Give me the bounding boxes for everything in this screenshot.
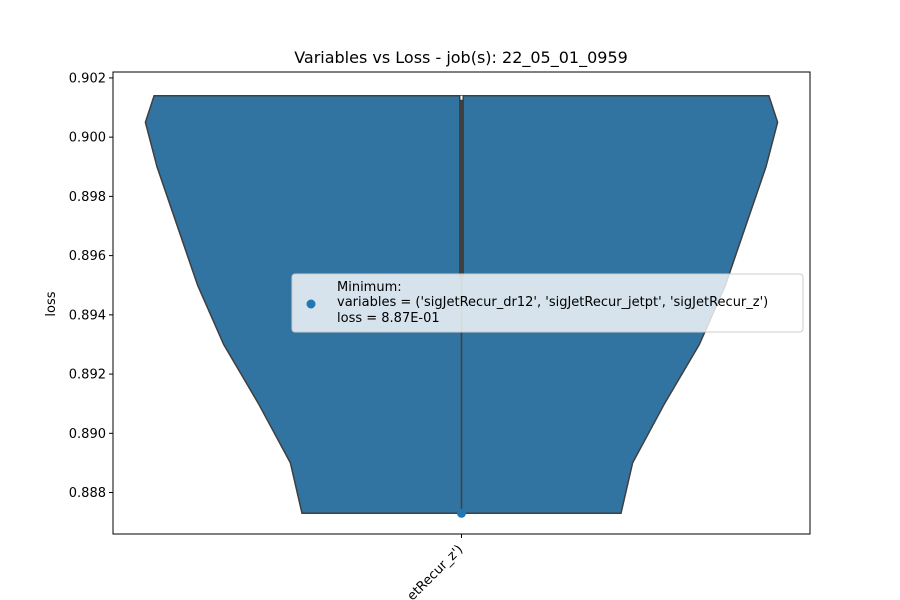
y-axis-label: loss xyxy=(44,291,59,316)
legend-marker xyxy=(306,299,316,309)
y-tick-label: 0.892 xyxy=(69,368,106,383)
box-iqr xyxy=(459,95,464,277)
legend-line-loss: loss = 8.87E-01 xyxy=(337,311,440,326)
y-tick-label: 0.890 xyxy=(69,427,106,442)
y-tick-label: 0.898 xyxy=(69,190,106,205)
legend-line-variables: variables = ('sigJetRecur_dr12', 'sigJet… xyxy=(337,295,768,310)
legend-box xyxy=(291,273,804,333)
chart-title: Variables vs Loss - job(s): 22_05_01_095… xyxy=(294,48,628,68)
axes-frame xyxy=(112,71,811,535)
minimum-point xyxy=(457,508,466,518)
y-tick-label: 0.902 xyxy=(69,71,106,86)
x-axis-ticks: etRecur_z') xyxy=(405,534,467,600)
box-median-marker xyxy=(460,95,463,100)
y-tick-label: 0.888 xyxy=(69,486,106,501)
y-axis-ticks: 0.888 0.890 0.892 0.894 0.896 0.898 0.900 0.902 xyxy=(69,71,113,501)
x-tick-label: etRecur_z') xyxy=(405,542,467,600)
legend: Minimum: variables = ('sigJetRecur_dr12'… xyxy=(291,273,804,333)
y-tick-label: 0.894 xyxy=(69,308,106,323)
y-tick-label: 0.900 xyxy=(69,131,106,146)
legend-line-heading: Minimum: xyxy=(337,280,402,295)
y-tick-label: 0.896 xyxy=(69,249,106,264)
